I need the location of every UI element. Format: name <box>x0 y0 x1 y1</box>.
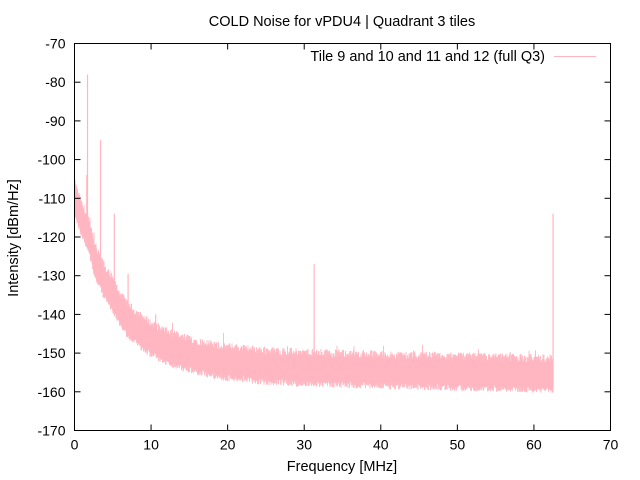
y-tick-label: -140 <box>37 306 65 322</box>
series-trace-layer <box>74 74 554 393</box>
y-tick-label: -130 <box>37 268 65 284</box>
x-tick-label: 0 <box>71 437 79 453</box>
x-tick-label: 20 <box>220 437 236 453</box>
y-tick-label: -150 <box>37 345 65 361</box>
chart-title: COLD Noise for vPDU4 | Quadrant 3 tiles <box>209 14 475 30</box>
y-tick-label: -110 <box>39 190 66 206</box>
y-tick-label: -100 <box>37 152 65 168</box>
x-axis-label: Frequency [MHz] <box>287 459 397 475</box>
y-tick-label: -120 <box>37 229 65 245</box>
y-tick-label: -160 <box>37 384 65 400</box>
x-tick-label: 60 <box>526 437 542 453</box>
y-axis-label: Intensity [dBm/Hz] <box>6 179 22 297</box>
x-tick-label: 50 <box>450 437 466 453</box>
x-tick-label: 70 <box>603 437 619 453</box>
x-tick-label: 10 <box>143 437 159 453</box>
legend: Tile 9 and 10 and 11 and 12 (full Q3) <box>310 49 596 65</box>
x-tick-label: 30 <box>296 437 312 453</box>
y-tick-label: -170 <box>37 423 65 439</box>
y-tick-label: -80 <box>45 74 65 90</box>
y-tick-label: -90 <box>45 113 65 129</box>
tick-layer: 0 10 20 30 40 50 60 70 -170 -160 -150 -140 -130 -120 -… <box>37 36 618 453</box>
legend-label: Tile 9 and 10 and 11 and 12 (full Q3) <box>310 49 545 65</box>
x-tick-label: 40 <box>373 437 389 453</box>
y-tick-label: -70 <box>45 36 65 52</box>
